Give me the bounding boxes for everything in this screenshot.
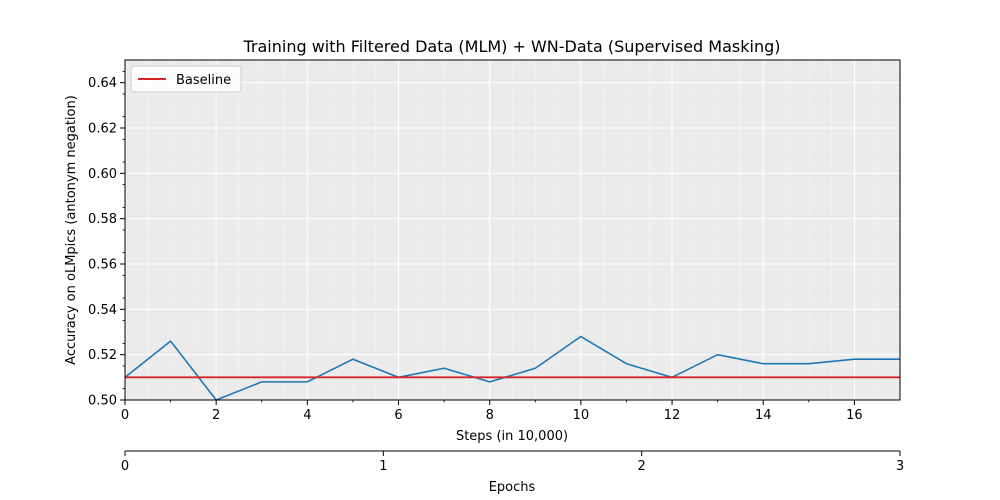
epochs-tick-label: 1 [379, 459, 387, 474]
x-tick-label: 8 [486, 408, 494, 423]
x-tick-label: 12 [664, 408, 681, 423]
y-tick-label: 0.58 [88, 212, 117, 227]
accuracy-series-line [124, 335, 900, 401]
x-axis-label: Steps (in 10,000) [456, 429, 568, 444]
y-tick-label: 0.52 [88, 348, 117, 363]
x-tick-label: 0 [121, 408, 129, 423]
major-grid [124, 60, 900, 401]
x-tick-label: 6 [394, 408, 402, 423]
epochs-tick-label: 2 [638, 459, 646, 474]
y-tick-label: 0.56 [88, 258, 117, 273]
y-tick-label: 0.62 [88, 122, 117, 137]
x-tick-label: 4 [303, 408, 311, 423]
epochs-axis-label: Epochs [489, 480, 536, 495]
legend-baseline-label: Baseline [176, 73, 231, 88]
x-axis: 0 2 4 6 8 10 12 14 16 [121, 400, 863, 423]
legend: Baseline [130, 65, 242, 93]
y-tick-label: 0.50 [88, 394, 117, 409]
y-tick-label: 0.60 [88, 167, 117, 182]
y-tick-label: 0.54 [88, 303, 117, 318]
y-axis-label: Accuracy on oLMpics (antonym negation) [64, 95, 79, 365]
series-layer [124, 335, 900, 401]
epochs-tick-label: 0 [121, 459, 129, 474]
epochs-axis: 0 1 2 3 [121, 450, 904, 474]
y-tick-label: 0.64 [88, 76, 117, 91]
x-tick-label: 2 [212, 408, 220, 423]
epochs-tick-label: 3 [896, 459, 904, 474]
x-tick-label: 10 [573, 408, 590, 423]
x-tick-label: 14 [755, 408, 772, 423]
x-tick-label: 16 [846, 408, 863, 423]
legend-box [130, 65, 242, 93]
y-axis: 0.50 0.52 0.54 0.56 0.58 0.60 0.62 0.64 [88, 70, 125, 409]
chart-title: Training with Filtered Data (MLM) + WN-D… [243, 37, 781, 56]
